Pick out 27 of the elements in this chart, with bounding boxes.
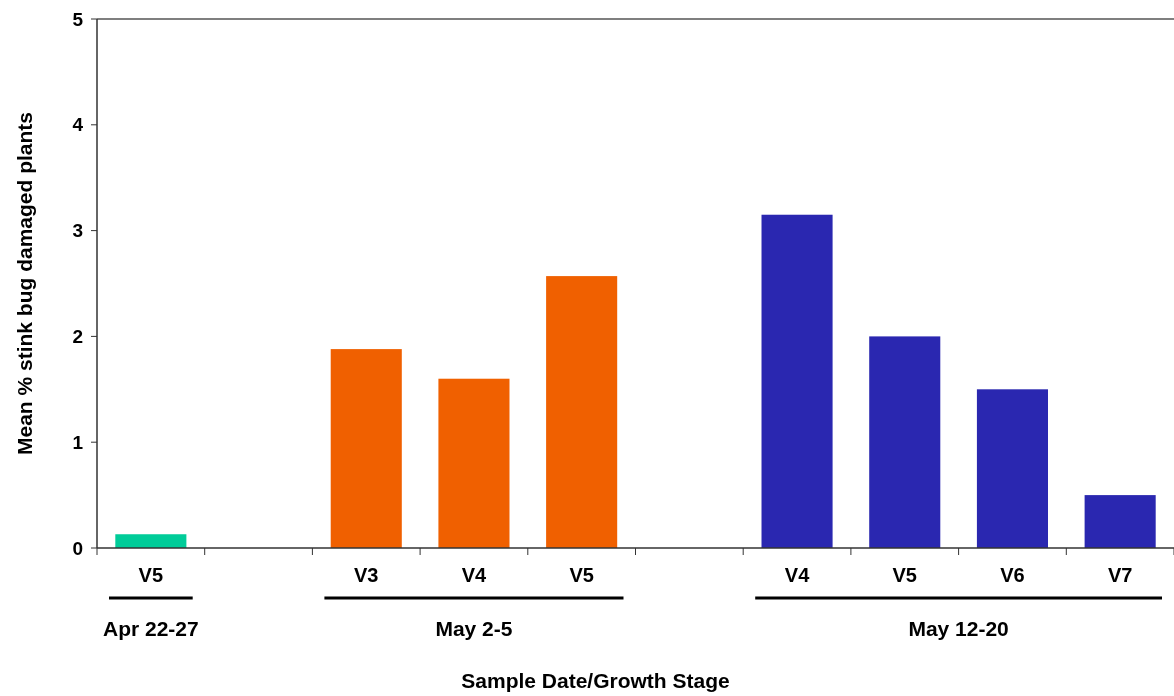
bar bbox=[546, 276, 618, 548]
text: May 12-20 bbox=[908, 617, 1009, 640]
x-tick-label: V3 bbox=[354, 564, 379, 586]
y-tick-label: 1 bbox=[72, 431, 84, 453]
bar bbox=[761, 214, 833, 548]
bar bbox=[1084, 495, 1156, 548]
x-tick-label: V5 bbox=[569, 564, 594, 586]
x-tick-label: V5 bbox=[138, 564, 164, 586]
text: May 2-5 bbox=[435, 617, 513, 640]
bar bbox=[869, 336, 941, 548]
y-tick-label: 2 bbox=[72, 326, 83, 348]
y-axis-title: Mean % stink bug damaged plants bbox=[13, 111, 36, 456]
y-tick-label: 5 bbox=[72, 8, 84, 30]
bar bbox=[438, 378, 510, 548]
x-tick-label: V5 bbox=[892, 564, 917, 586]
text: Apr 22-27 bbox=[102, 617, 199, 640]
x-tick-label: V7 bbox=[1107, 564, 1133, 586]
y-tick-label: 0 bbox=[72, 537, 83, 559]
bar bbox=[330, 349, 402, 548]
y-tick-label: 4 bbox=[72, 114, 84, 136]
x-tick-label: V4 bbox=[784, 564, 811, 586]
x-tick-label: V6 bbox=[1000, 564, 1025, 586]
bar bbox=[976, 389, 1048, 548]
x-tick-label: V4 bbox=[461, 564, 488, 586]
y-tick-label: 3 bbox=[72, 220, 83, 242]
bar bbox=[115, 534, 187, 548]
x-axis-title: Sample Date/Growth Stage bbox=[461, 669, 730, 692]
